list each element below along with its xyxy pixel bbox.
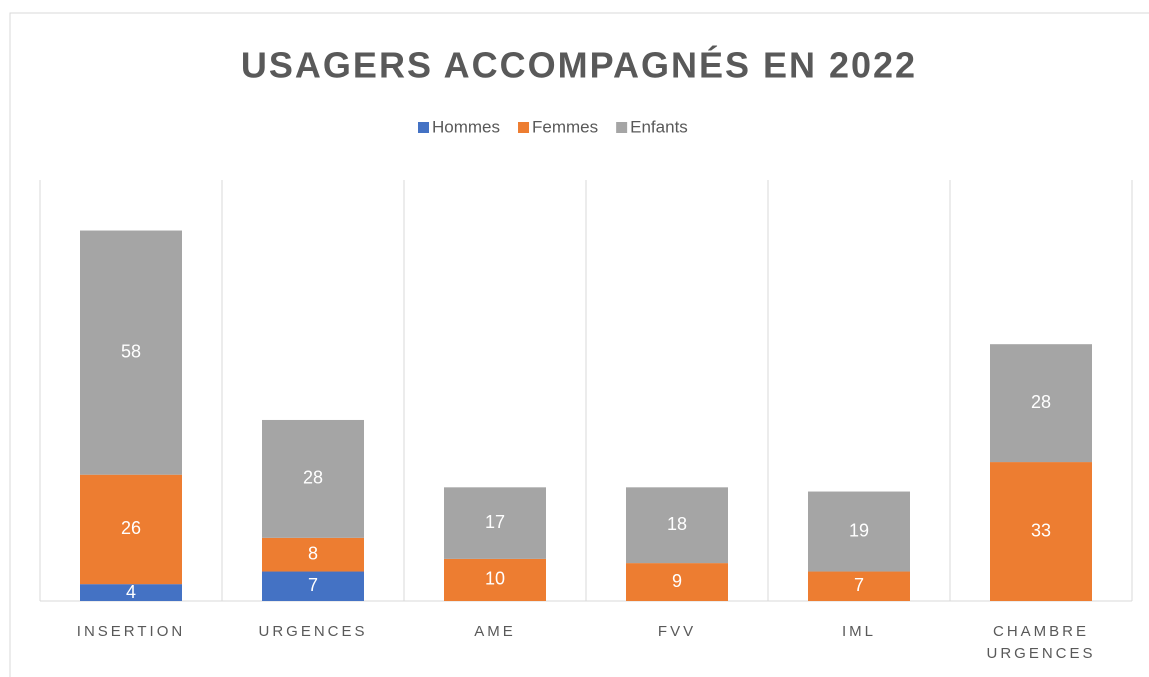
data-label: 7 xyxy=(854,575,864,595)
x-tick-label: INSERTION xyxy=(76,623,186,640)
chart-title: USAGERS ACCOMPAGNÉS EN 2022 xyxy=(241,45,917,86)
data-label: 10 xyxy=(485,569,505,589)
bar-segment xyxy=(262,571,364,601)
bar-segment xyxy=(444,558,546,601)
data-label: 58 xyxy=(121,341,141,361)
x-tick-label: URGENCES xyxy=(258,623,368,640)
bar-segment xyxy=(626,487,728,564)
x-tick-label: CHAMBRE URGENCES xyxy=(986,623,1096,662)
bar-segment xyxy=(990,462,1092,601)
bar-segment xyxy=(262,419,364,538)
bar-segment xyxy=(80,474,182,585)
data-label: 26 xyxy=(121,518,141,538)
legend-swatch xyxy=(418,122,429,133)
x-tick-label: IML xyxy=(841,623,876,640)
legend-swatch xyxy=(616,122,628,133)
bar-segment xyxy=(262,537,364,572)
legend-label: Enfants xyxy=(630,117,688,136)
data-label: 7 xyxy=(308,575,318,595)
data-label: 9 xyxy=(672,571,682,591)
x-tick-label: AME xyxy=(474,623,516,640)
bar-segment xyxy=(808,571,910,601)
data-label: 19 xyxy=(849,520,869,540)
bar-segment xyxy=(80,584,182,601)
data-label: 17 xyxy=(485,512,505,532)
data-label: 28 xyxy=(1031,392,1051,412)
bar-segment xyxy=(990,344,1092,463)
bar-segment xyxy=(80,230,182,475)
data-label: 4 xyxy=(126,582,136,602)
legend-swatch xyxy=(518,122,530,133)
bar-segment xyxy=(444,487,546,559)
bar-segment xyxy=(626,563,728,601)
legend-label: Femmes xyxy=(532,117,598,136)
data-label: 18 xyxy=(667,514,687,534)
data-label: 33 xyxy=(1031,520,1051,540)
legend-label: Hommes xyxy=(432,117,500,136)
x-tick-label: FVV xyxy=(657,623,697,640)
data-label: 8 xyxy=(308,543,318,563)
bar-segment xyxy=(808,491,910,572)
chart-frame xyxy=(9,12,1149,677)
data-label: 28 xyxy=(303,468,323,488)
